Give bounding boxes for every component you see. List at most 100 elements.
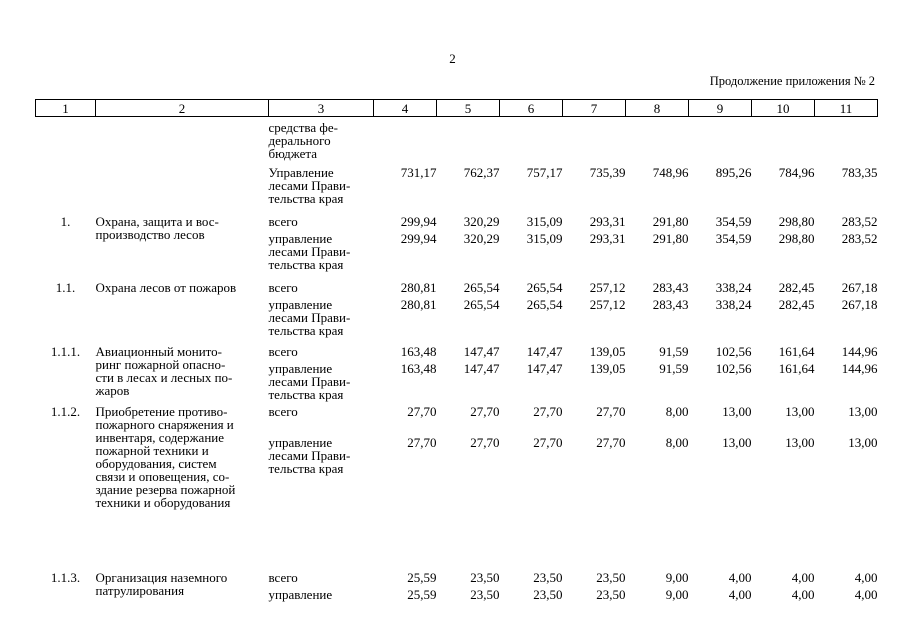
value-cell: 13,00: [722, 404, 752, 419]
value-cell: 283,43: [652, 280, 689, 295]
column-header: 6: [499, 99, 563, 117]
funding-source-label: управление: [268, 587, 333, 602]
row-title: Охрана лесов от пожаров: [95, 280, 237, 295]
value-cell: 23,50: [596, 570, 626, 585]
row-number: 1.1.1.: [50, 344, 81, 359]
row-number: 1.1.3.: [50, 570, 81, 585]
table-row: 1. Охрана, защита и вос- производство лес…: [36, 205, 878, 241]
value-cell: 13,00: [722, 434, 752, 450]
value-cell: [563, 117, 626, 161]
value-cell: 4,00: [791, 570, 815, 585]
column-header: 1: [35, 99, 96, 117]
value-cell: 163,48: [400, 361, 437, 376]
value-cell: 265,54: [526, 280, 563, 295]
row-number: 1.1.: [55, 280, 76, 295]
row-title: Авиационный монито- ринг пожарной опасно…: [95, 344, 233, 398]
column-header: 4: [373, 99, 437, 117]
value-cell: 267,18: [841, 297, 878, 312]
value-cell: 762,37: [463, 165, 500, 180]
column-header: 7: [562, 99, 626, 117]
header-row: 1 2 3 4 5 6 7 8 9 10 11: [35, 99, 878, 117]
funding-source-label: Управление лесами Прави- тельства края: [268, 165, 351, 206]
value-cell: 265,54: [463, 280, 500, 295]
funding-source-label: всего: [268, 404, 298, 419]
value-cell: 13,00: [785, 434, 815, 450]
value-cell: 13,00: [848, 434, 878, 450]
value-cell: 27,70: [407, 404, 437, 419]
value-cell: 895,26: [715, 165, 752, 180]
column-header: 9: [688, 99, 752, 117]
value-cell: 299,94: [400, 231, 437, 246]
value-cell: 4,00: [728, 570, 752, 585]
value-cell: 293,31: [589, 231, 626, 246]
value-cell: 27,70: [470, 434, 500, 450]
value-cell: 8,00: [665, 404, 689, 419]
value-cell: 280,81: [400, 297, 437, 312]
value-cell: 4,00: [728, 587, 752, 602]
value-cell: 293,31: [589, 214, 626, 229]
value-cell: 161,64: [778, 361, 815, 376]
value-cell: 354,59: [715, 214, 752, 229]
value-cell: 163,48: [400, 344, 437, 359]
value-cell: [626, 117, 689, 161]
row-number: 1.: [60, 214, 71, 229]
value-cell: [437, 117, 500, 161]
value-cell: 267,18: [841, 280, 878, 295]
value-cell: 13,00: [785, 404, 815, 419]
value-cell: 265,54: [526, 297, 563, 312]
table-row: Управление лесами Прави- тельства края 73…: [36, 160, 878, 205]
value-cell: 265,54: [463, 297, 500, 312]
value-cell: [374, 117, 437, 161]
value-cell: 9,00: [665, 587, 689, 602]
column-header: 3: [268, 99, 374, 117]
value-cell: 731,17: [400, 165, 437, 180]
table-row: управление лесами Прави- тельства края 27…: [36, 432, 878, 509]
value-cell: 23,50: [533, 570, 563, 585]
row-number: [36, 117, 96, 161]
value-cell: 354,59: [715, 231, 752, 246]
value-cell: 23,50: [470, 570, 500, 585]
table-body: средства фе- дерального бюджета Управлени…: [36, 117, 878, 602]
table-row: средства фе- дерального бюджета: [36, 117, 878, 161]
funding-source-label: всего: [268, 344, 298, 359]
row-title: Организация наземного патрулирования: [95, 570, 228, 598]
value-cell: 27,70: [470, 404, 500, 419]
funding-source-label: всего: [268, 570, 298, 585]
value-cell: 283,52: [841, 231, 878, 246]
column-header: 2: [95, 99, 269, 117]
column-header: 8: [625, 99, 689, 117]
value-cell: 283,52: [841, 214, 878, 229]
row-title: [96, 160, 269, 205]
value-cell: 4,00: [854, 570, 878, 585]
value-cell: 298,80: [778, 231, 815, 246]
table-row: 1.1.3. Организация наземного патрулирован…: [36, 509, 878, 597]
value-cell: 748,96: [652, 165, 689, 180]
value-cell: 13,00: [848, 404, 878, 419]
value-cell: 283,43: [652, 297, 689, 312]
row-title: [96, 117, 269, 161]
value-cell: 784,96: [778, 165, 815, 180]
table-row: 1.1.2. Приобретение противо- пожарного сн…: [36, 401, 878, 509]
value-cell: 291,80: [652, 231, 689, 246]
value-cell: [500, 117, 563, 161]
row-number: [36, 160, 96, 205]
funding-source-label: управление лесами Прави- тельства края: [268, 361, 351, 402]
value-cell: 147,47: [463, 344, 500, 359]
value-cell: 8,00: [665, 434, 689, 450]
table-row: 1.1.1. Авиационный монито- ринг пожарной …: [36, 337, 878, 397]
row-title: Приобретение противо- пожарного снаряжен…: [95, 404, 236, 510]
value-cell: 257,12: [589, 280, 626, 295]
value-cell: 257,12: [589, 297, 626, 312]
value-cell: 315,09: [526, 214, 563, 229]
funding-source-label: всего: [268, 214, 298, 229]
value-cell: [689, 117, 752, 161]
value-cell: 4,00: [791, 587, 815, 602]
funding-source-label: управление лесами Прави- тельства края: [268, 434, 351, 476]
value-cell: 282,45: [778, 280, 815, 295]
column-header: 10: [751, 99, 815, 117]
value-cell: 4,00: [854, 587, 878, 602]
table-row: 1.1. Охрана лесов от пожаров всего 280,81 26…: [36, 271, 878, 294]
row-number: 1.1.2.: [50, 404, 81, 419]
table-row: управление лесами Прави- тельства края 16…: [36, 358, 878, 401]
row-title: Охрана, защита и вос- производство лесов: [95, 214, 219, 242]
